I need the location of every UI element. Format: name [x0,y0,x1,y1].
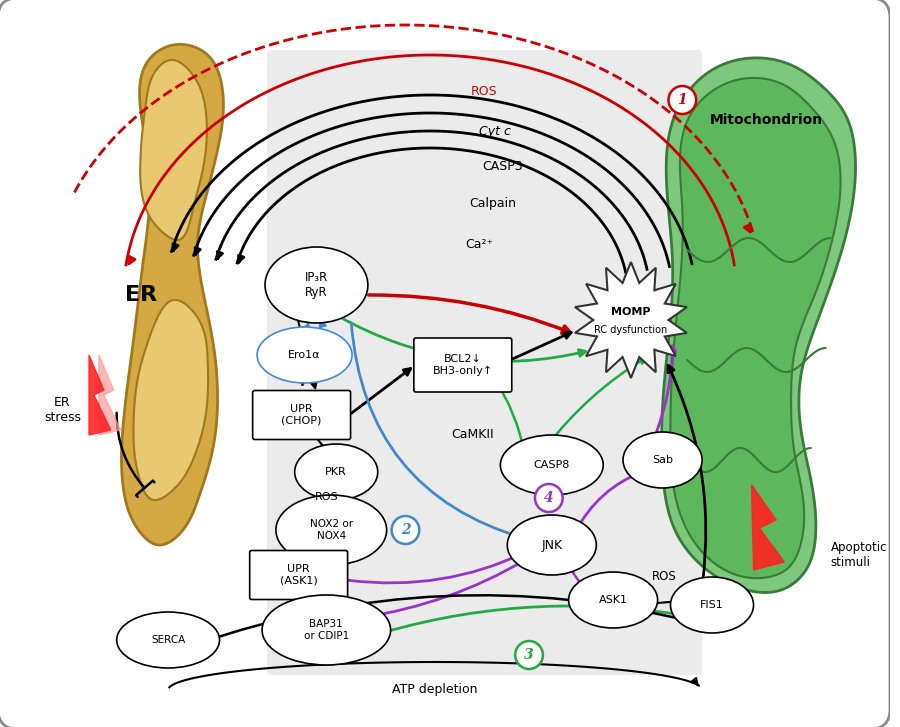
FancyBboxPatch shape [414,338,512,392]
Ellipse shape [508,515,597,575]
Ellipse shape [262,595,391,665]
Text: PKR: PKR [325,467,347,477]
Ellipse shape [117,612,220,668]
Text: BAP31
or CDIP1: BAP31 or CDIP1 [303,619,349,640]
Text: 3: 3 [524,648,534,662]
Text: Sab: Sab [652,455,673,465]
Polygon shape [122,44,223,545]
Polygon shape [89,355,111,435]
Polygon shape [752,485,784,570]
Text: 4: 4 [544,491,554,505]
Text: BCL2↓
BH3-only↑: BCL2↓ BH3-only↑ [433,354,493,376]
Polygon shape [662,58,856,593]
Text: NOX2 or
NOX4: NOX2 or NOX4 [310,519,353,541]
Text: UPR
(CHOP): UPR (CHOP) [282,404,322,426]
FancyBboxPatch shape [267,50,702,675]
Text: Calpain: Calpain [469,197,516,210]
Ellipse shape [670,577,753,633]
Ellipse shape [294,444,378,500]
Text: CaMKII: CaMKII [452,428,494,441]
Polygon shape [670,78,841,578]
Text: Mitochondrion: Mitochondrion [710,113,823,127]
Ellipse shape [257,327,352,383]
Text: ROS: ROS [314,492,338,502]
Polygon shape [575,262,687,378]
Ellipse shape [500,435,603,495]
Text: CASP3: CASP3 [482,160,523,173]
Text: ATP depletion: ATP depletion [392,683,478,696]
Circle shape [535,484,562,512]
Circle shape [669,86,697,114]
Ellipse shape [569,572,658,628]
Ellipse shape [265,247,368,323]
Text: 1: 1 [678,93,687,107]
Text: Cyt c: Cyt c [479,125,510,138]
Text: CASP8: CASP8 [534,460,570,470]
Text: ASK1: ASK1 [598,595,627,605]
Text: ER
stress: ER stress [44,396,81,424]
Circle shape [515,641,543,669]
Circle shape [392,516,419,544]
Text: IP₃R
RyR: IP₃R RyR [305,271,328,299]
Text: ROS: ROS [472,85,498,98]
Text: ROS: ROS [652,570,677,583]
Text: MOMP: MOMP [611,307,651,317]
Text: Ero1α: Ero1α [288,350,320,360]
Text: 2: 2 [400,523,410,537]
Polygon shape [133,300,208,500]
Text: UPR
(ASK1): UPR (ASK1) [280,564,318,586]
Text: SERCA: SERCA [151,635,185,645]
FancyBboxPatch shape [249,550,347,600]
Text: ER: ER [125,285,158,305]
FancyBboxPatch shape [253,390,351,440]
Ellipse shape [623,432,702,488]
Text: FIS1: FIS1 [700,600,724,610]
Text: Ca²⁺: Ca²⁺ [465,238,494,251]
Text: RC dysfunction: RC dysfunction [594,325,668,335]
Text: JNK: JNK [541,539,562,552]
Ellipse shape [276,495,387,565]
Polygon shape [99,355,121,435]
Text: Apoptotic
stimuli: Apoptotic stimuli [831,541,887,569]
Polygon shape [140,60,207,240]
